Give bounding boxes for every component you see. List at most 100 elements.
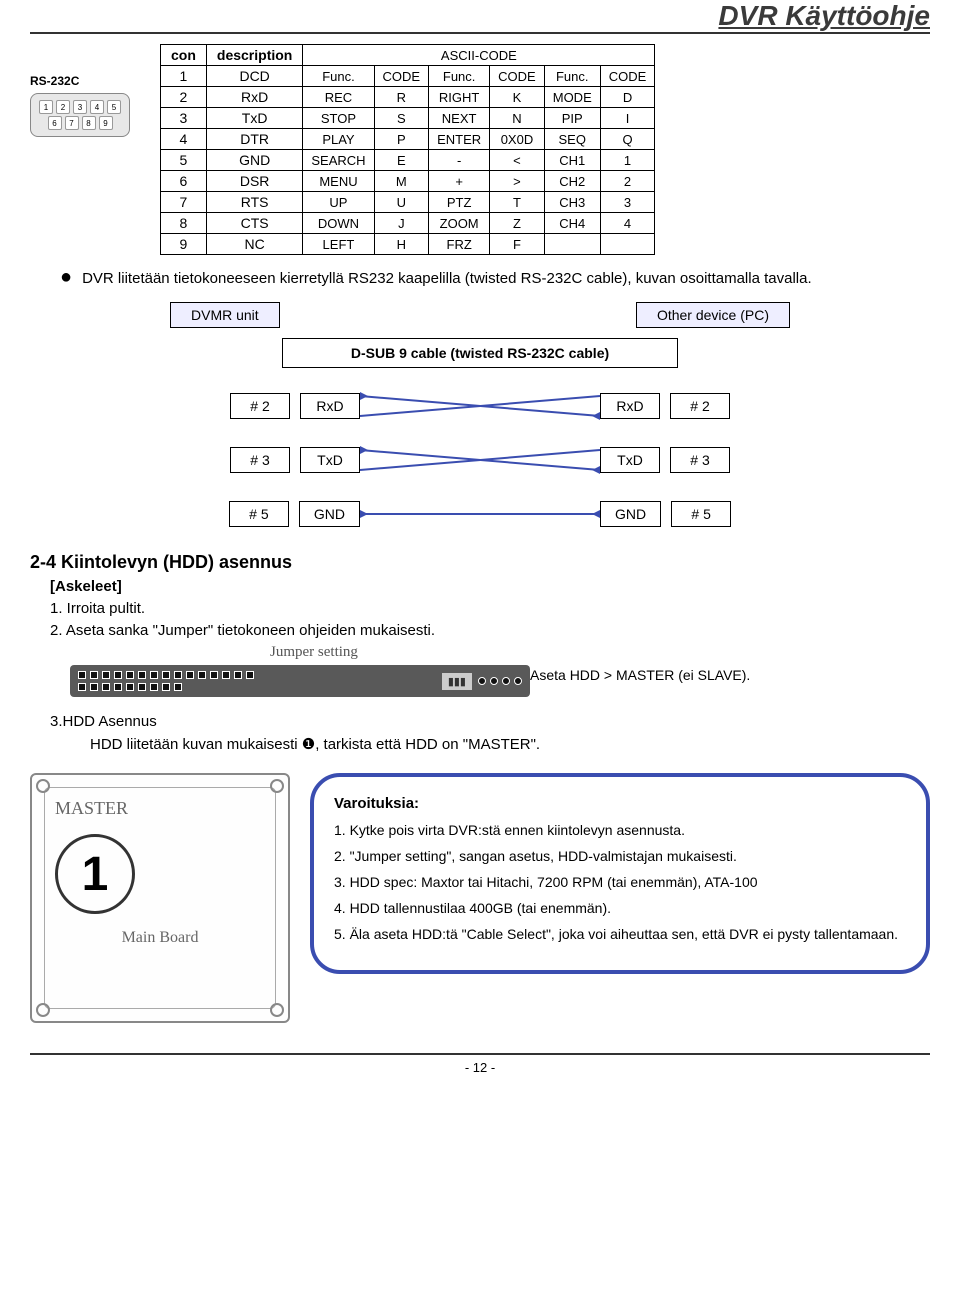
pin-num: 9 [161,234,207,255]
pin-th-desc: description [206,45,302,66]
main-board-label: Main Board [55,929,265,947]
ascii-col-header: CODE [374,66,429,87]
bullet-text: DVR liitetään tietokoneeseen kierretyllä… [82,270,812,287]
warning-item: 5. Äla aseta HDD:tä "Cable Select", joka… [334,926,906,942]
pin-num: 1 [161,66,207,87]
warnings-box: Varoituksia: 1. Kytke pois virta DVR:stä… [310,773,930,974]
ascii-cell: J [374,213,429,234]
ascii-cell: I [600,108,655,129]
ascii-cell [600,234,655,255]
wire-left-num: # 2 [230,393,290,419]
ascii-cell: > [490,171,545,192]
pin-desc: RxD [206,87,302,108]
ascii-cell: U [374,192,429,213]
wire-right-sig: TxD [600,447,660,473]
page-title: DVR Käyttöohje [30,0,930,32]
ascii-cell: REC [303,87,374,108]
ascii-cell: N [490,108,545,129]
pin-desc: DTR [206,129,302,150]
ascii-cell: SEQ [544,129,600,150]
dsub-label: D-SUB 9 cable (twisted RS-232C cable) [282,338,678,368]
ascii-cell: 0X0D [490,129,545,150]
ascii-cell: E [374,150,429,171]
ascii-cell: STOP [303,108,374,129]
wire-row: # 2RxDRxD# 2 [120,388,840,424]
pin-num: 3 [161,108,207,129]
ascii-cell: UP [303,192,374,213]
wire-right-sig: GND [600,501,661,527]
pin-num: 8 [161,213,207,234]
ascii-cell: ENTER [429,129,490,150]
wire-right-num: # 5 [671,501,731,527]
ascii-cell: CH1 [544,150,600,171]
ascii-cell: + [429,171,490,192]
dvmr-unit-box: DVMR unit [170,302,280,328]
ascii-col-header: Func. [303,66,374,87]
db9-shape: 12345 6789 [30,93,130,137]
bullet-row: ● DVR liitetään tietokoneeseen kierretyl… [60,270,930,287]
ascii-cell: LEFT [303,234,374,255]
page-footer: - 12 - [30,1053,930,1075]
step-1: 1. Irroita pultit. [50,600,930,617]
wire-row: # 5 GND GND # 5 [120,496,840,532]
pin-num: 6 [161,171,207,192]
wire-left-num: # 5 [229,501,289,527]
pin-desc: NC [206,234,302,255]
ascii-cell: FRZ [429,234,490,255]
warning-item: 1. Kytke pois virta DVR:stä ennen kiinto… [334,822,906,838]
pin-desc: DSR [206,171,302,192]
hdd-assembly-row: MASTER 1 Main Board Varoituksia: 1. Kytk… [30,773,930,1023]
wire-line-icon [360,388,600,424]
warning-item: 4. HDD tallennustilaa 400GB (tai enemmän… [334,900,906,916]
ascii-cell: - [429,150,490,171]
ascii-cell: MENU [303,171,374,192]
ascii-col-header: CODE [490,66,545,87]
wire-right-num: # 2 [670,393,730,419]
ascii-cell: CH4 [544,213,600,234]
wire-right-sig: RxD [600,393,660,419]
pin-desc: RTS [206,192,302,213]
ascii-cell: Q [600,129,655,150]
step-3-label: 3.HDD Asennus [50,713,930,730]
warning-item: 3. HDD spec: Maxtor tai Hitachi, 7200 RP… [334,874,906,890]
step-2: 2. Aseta sanka "Jumper" tietokoneen ohje… [50,622,930,639]
ascii-cell: CH3 [544,192,600,213]
pin-desc: GND [206,150,302,171]
ascii-cell: D [600,87,655,108]
warning-item: 2. "Jumper setting", sangan asetus, HDD-… [334,848,906,864]
pin-desc: CTS [206,213,302,234]
jumper-bar: ▮▮▮ [70,665,530,697]
master-number: 1 [55,834,135,914]
wire-left-num: # 3 [230,447,290,473]
steps-label: [Askeleet] [50,578,930,595]
pin-th-con: con [161,45,207,66]
wire-line-icon [360,442,600,478]
tables-wrap: condescription 1DCD2RxD3TxD4DTR5GND6DSR7… [160,44,655,255]
ascii-cell: S [374,108,429,129]
step-3-text: HDD liitetään kuvan mukaisesti ❶, tarkis… [90,735,930,753]
jumper-pins-icon: ▮▮▮ [442,673,472,690]
ascii-cell: SEARCH [303,150,374,171]
ascii-cell: ZOOM [429,213,490,234]
rs232-connector-figure: RS-232C 12345 6789 [30,74,140,137]
ascii-cell: PTZ [429,192,490,213]
wire-left-sig: TxD [300,447,360,473]
ascii-cell: 2 [600,171,655,192]
ascii-cell: T [490,192,545,213]
ascii-cell: PLAY [303,129,374,150]
wire-left-sig: GND [299,501,360,527]
ascii-cell: PIP [544,108,600,129]
pin-num: 4 [161,129,207,150]
cable-diagram: D-SUB 9 cable (twisted RS-232C cable) # … [120,338,840,532]
rs232-label: RS-232C [30,74,140,88]
pin-num: 7 [161,192,207,213]
pin-desc: DCD [206,66,302,87]
ascii-cell: RIGHT [429,87,490,108]
device-label-row: DVMR unit Other device (PC) [30,302,930,328]
ascii-cell: P [374,129,429,150]
ascii-cell: 1 [600,150,655,171]
ascii-table: ASCII-CODE Func.CODEFunc.CODEFunc.CODE R… [302,44,655,255]
wire-right-num: # 3 [670,447,730,473]
ascii-cell: DOWN [303,213,374,234]
section-24: 2-4 Kiintolevyn (HDD) asennus [Askeleet]… [30,552,930,1023]
